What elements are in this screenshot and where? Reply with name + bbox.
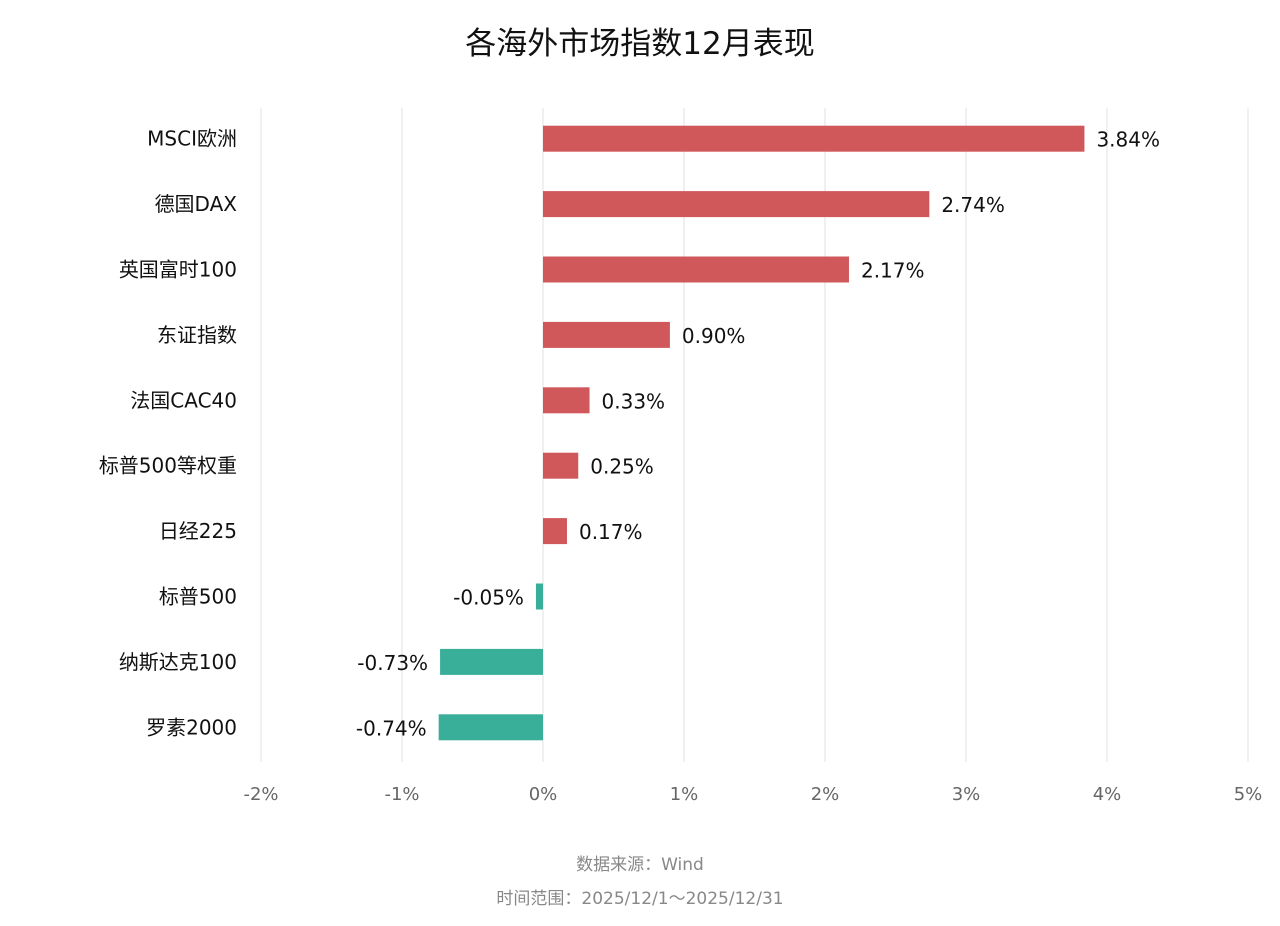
bar: [543, 518, 567, 545]
x-tick-label: 3%: [952, 784, 981, 805]
value-label: 0.90%: [682, 324, 746, 348]
bar: [543, 191, 930, 218]
bar: [543, 256, 849, 283]
category-label: 东证指数: [157, 323, 237, 347]
category-label: 日经225: [159, 519, 237, 543]
value-label: 0.17%: [579, 520, 643, 544]
value-label: 3.84%: [1096, 128, 1160, 152]
category-label: 英国富时100: [119, 258, 237, 282]
x-tick-label: 1%: [670, 784, 699, 805]
category-label: 罗素2000: [146, 715, 237, 739]
x-tick-label: 2%: [811, 784, 840, 805]
bar: [543, 452, 579, 479]
x-tick-label: -1%: [384, 784, 419, 805]
x-tick-label: 4%: [1093, 784, 1122, 805]
category-label: 标普500: [159, 585, 237, 609]
source-note: 数据来源：Wind: [576, 855, 704, 875]
category-label: 德国DAX: [155, 192, 238, 216]
value-label: 2.74%: [941, 193, 1005, 217]
value-label: -0.73%: [357, 651, 428, 675]
category-label: MSCI欧洲: [147, 127, 237, 151]
bar: [438, 714, 543, 741]
bar: [543, 387, 590, 414]
x-tick-label: 5%: [1234, 784, 1263, 805]
x-tick-label: 0%: [529, 784, 558, 805]
bar: [440, 648, 543, 675]
value-label: 0.25%: [590, 455, 654, 479]
category-label: 纳斯达克100: [119, 650, 237, 674]
value-label: -0.74%: [356, 716, 427, 740]
category-label: 法国CAC40: [130, 388, 237, 412]
bar: [543, 321, 670, 348]
bar: [543, 125, 1085, 152]
x-tick-label: -2%: [243, 784, 278, 805]
period-note: 时间范围：2025/12/1～2025/12/31: [496, 889, 784, 909]
chart-title: 各海外市场指数12月表现: [465, 26, 815, 62]
value-label: -0.05%: [453, 586, 524, 610]
bar: [535, 583, 543, 610]
category-label: 标普500等权重: [99, 454, 237, 478]
value-label: 2.17%: [861, 259, 925, 283]
value-label: 0.33%: [602, 389, 666, 413]
